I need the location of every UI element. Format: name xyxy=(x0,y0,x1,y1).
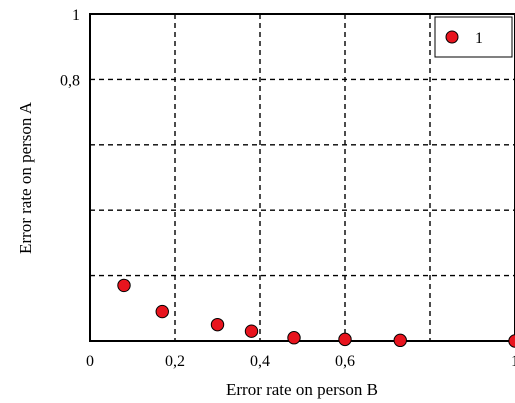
x-tick-label: 1 xyxy=(511,353,515,370)
x-axis-label: Error rate on person B xyxy=(226,380,378,399)
data-point xyxy=(155,304,169,319)
data-point xyxy=(287,331,301,345)
data-point xyxy=(117,278,131,293)
legend-label: 1 xyxy=(475,30,483,47)
data-point xyxy=(393,333,407,348)
x-tick-label: 0,6 xyxy=(335,353,355,370)
y-tick-label: 1 xyxy=(72,7,80,24)
x-tick-label: 0 xyxy=(86,353,94,370)
plot-area-frame xyxy=(89,13,515,342)
grid-lines xyxy=(90,14,515,341)
data-point xyxy=(210,317,225,332)
data-point xyxy=(338,332,352,347)
tick-labels: 0 0,2 0,4 0,6 1 0,8 1 xyxy=(60,7,515,370)
y-tick-label: 0,8 xyxy=(60,72,80,89)
data-point xyxy=(244,324,259,338)
data-points xyxy=(117,278,515,348)
x-tick-label: 0,4 xyxy=(250,353,270,370)
x-tick-label: 0,2 xyxy=(165,353,185,370)
y-axis-label: Error rate on person A xyxy=(16,101,35,254)
legend: 1 xyxy=(434,16,513,58)
legend-marker xyxy=(445,30,459,44)
